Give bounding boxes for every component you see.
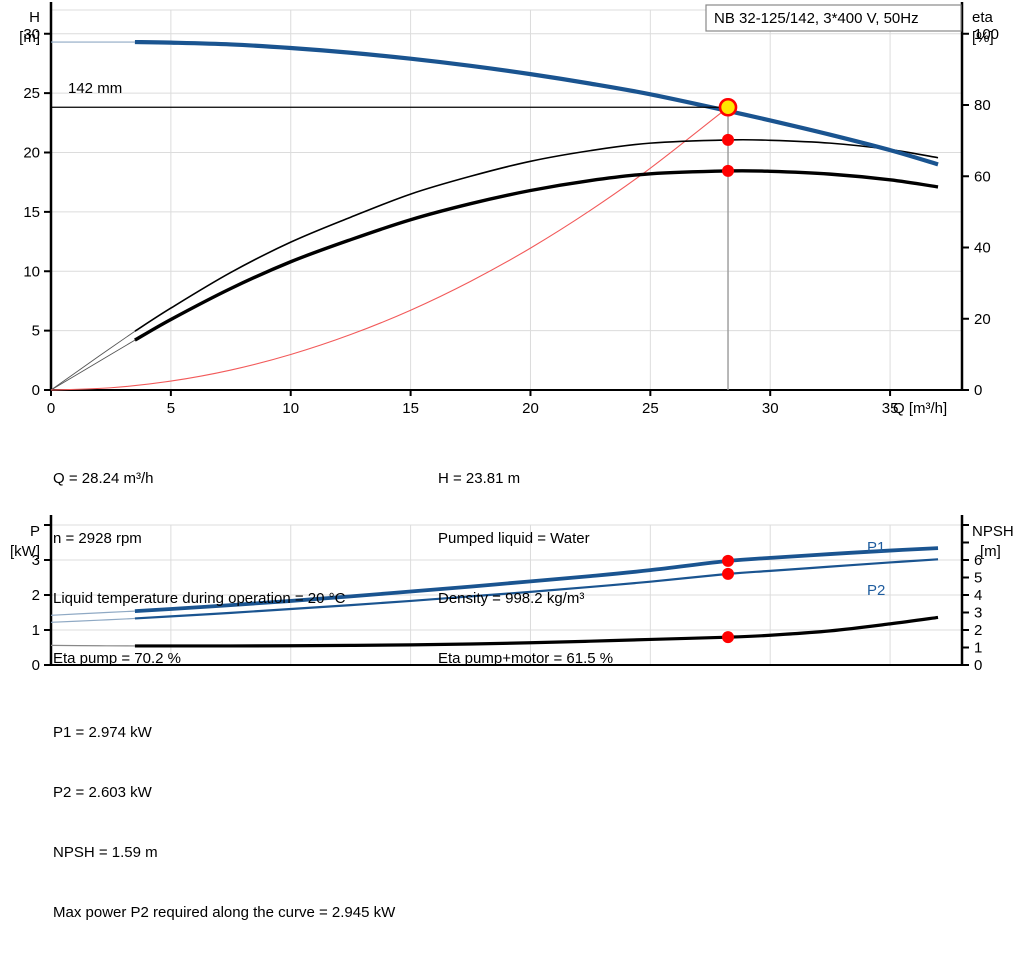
operating-data-line: n = 2928 rpm <box>53 530 142 547</box>
impeller-size-label: 142 mm <box>68 80 122 97</box>
tick-label-eta: 100 <box>974 26 999 43</box>
tick-label-q: 25 <box>642 400 659 417</box>
p1-series-label: P1 <box>867 539 885 556</box>
tick-label-npsh: 2 <box>974 622 982 639</box>
axis-title-power-unit: [kW] <box>10 543 40 560</box>
tick-label-eta: 0 <box>974 382 982 399</box>
tick-label-eta: 60 <box>974 168 991 185</box>
tick-label-h: 20 <box>23 145 40 162</box>
axis-title-eta-unit: [%] <box>972 29 994 46</box>
lower-duty-point <box>722 554 735 644</box>
axis-title-power: P <box>30 523 40 540</box>
tick-label-q: 10 <box>282 400 299 417</box>
head-curve <box>134 39 939 167</box>
system-curve <box>50 106 729 391</box>
duty-dot-eta-pump <box>722 133 735 146</box>
tick-label-q: 0 <box>47 400 55 417</box>
title-box-frame <box>705 4 962 32</box>
p1-curve <box>134 546 939 613</box>
lower-grid <box>51 524 962 665</box>
title-box: NB 32-125/142, 3*400 V, 50Hz <box>705 4 962 32</box>
tick-label-power: 1 <box>32 622 40 639</box>
power-data-line: NPSH = 1.59 m <box>53 844 158 861</box>
title-box-label: NB 32-125/142, 3*400 V, 50Hz <box>714 10 919 27</box>
axis-title-q: Q [m³/h] <box>893 400 947 417</box>
duty-dot-npsh <box>722 631 735 644</box>
tick-label-npsh: 5 <box>974 570 982 587</box>
tick-label-power: 2 <box>32 587 40 604</box>
tick-label-npsh: 1 <box>974 640 982 657</box>
upper-chart: 0 5 10 15 20 25 30 0 20 40 60 80 100 0 5 10 15 20 25 30 35 H [… <box>19 2 999 417</box>
tick-label-q: 15 <box>402 400 419 417</box>
tick-label-eta: 80 <box>974 97 991 114</box>
eta-pump-motor-curve-leadin <box>50 339 136 391</box>
p2-curve-leadin <box>50 617 135 623</box>
tick-label-h: 5 <box>32 323 40 340</box>
npsh-curve <box>134 615 939 648</box>
operating-data-right-column: H = 23.81 m Pumped liquid = Water Densit… <box>438 429 613 709</box>
tick-label-q: 35 <box>882 400 899 417</box>
upper-duty-point <box>51 97 738 390</box>
lower-curves <box>50 546 939 648</box>
duty-dot-eta-pump-motor <box>722 164 735 177</box>
power-data-line: P1 = 2.974 kW <box>53 724 152 741</box>
axis-title-h-unit: [m] <box>19 29 40 46</box>
upper-curves <box>50 39 939 391</box>
npsh-curve-leadin <box>50 644 135 647</box>
operating-data-line: Q = 28.24 m³/h <box>53 470 154 487</box>
tick-label-power: 3 <box>32 552 40 569</box>
eta-pump-curve <box>134 138 939 332</box>
duty-dot-p1 <box>722 554 735 567</box>
tick-label-h: 10 <box>23 263 40 280</box>
tick-label-npsh: 3 <box>974 605 982 622</box>
operating-data-line: Eta pump = 70.2 % <box>53 650 181 667</box>
duty-dot-p2 <box>722 567 735 580</box>
p2-curve <box>134 558 939 620</box>
tick-label-q: 20 <box>522 400 539 417</box>
power-data-line: P2 = 2.603 kW <box>53 784 152 801</box>
eta-pump-curve-leadin <box>50 330 136 391</box>
tick-label-q: 5 <box>167 400 175 417</box>
power-data-line: Max power P2 required along the curve = … <box>53 904 396 921</box>
tick-label-h: 15 <box>23 204 40 221</box>
axis-title-eta: eta <box>972 9 994 26</box>
tick-label-h: 30 <box>23 26 40 43</box>
operating-data-line: Density = 998.2 kg/m³ <box>438 590 585 607</box>
operating-data-line: Eta pump+motor = 61.5 % <box>438 650 614 667</box>
tick-label-npsh: 0 <box>974 657 982 674</box>
tick-label-eta: 20 <box>974 311 991 328</box>
upper-grid <box>51 9 962 390</box>
duty-point-marker[interactable] <box>718 97 738 117</box>
tick-label-npsh: 4 <box>974 587 982 604</box>
tick-label-h: 25 <box>23 85 40 102</box>
operating-data-line: Pumped liquid = Water <box>438 530 590 547</box>
p1-curve-leadin <box>50 610 135 616</box>
tick-label-power: 0 <box>32 657 40 674</box>
axis-title-h: H <box>29 9 40 26</box>
p2-series-label: P2 <box>867 582 885 599</box>
pump-curve-page: 0 5 10 15 20 25 30 0 20 40 60 80 100 0 5 10 15 20 25 30 35 H[… <box>10 2 1014 921</box>
eta-pump-motor-curve <box>134 169 939 342</box>
tick-label-eta: 40 <box>974 240 991 257</box>
axis-title-npsh-unit: [m] <box>980 543 1001 560</box>
axis-title-npsh: NPSH <box>972 523 1014 540</box>
operating-data-line: Liquid temperature during operation = 20… <box>53 590 346 607</box>
operating-data-line: H = 23.81 m <box>438 470 521 487</box>
tick-label-q: 30 <box>762 400 779 417</box>
tick-label-h: 0 <box>32 382 40 399</box>
tick-label-npsh: 6 <box>974 552 982 569</box>
power-data-block: P1 = 2.974 kW P2 = 2.603 kW NPSH = 1.59 … <box>53 683 395 963</box>
upper-axes: 0 5 10 15 20 25 30 0 20 40 60 80 100 0 5 10 15 20 25 30 35 <box>23 2 999 417</box>
operating-data-left-column: Q = 28.24 m³/h n = 2928 rpm Liquid tempe… <box>53 429 345 709</box>
